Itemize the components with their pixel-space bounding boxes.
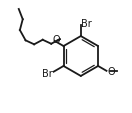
Text: O: O	[52, 35, 60, 44]
Text: Br: Br	[42, 69, 53, 79]
Text: Br: Br	[81, 19, 92, 29]
Text: O: O	[108, 66, 115, 76]
